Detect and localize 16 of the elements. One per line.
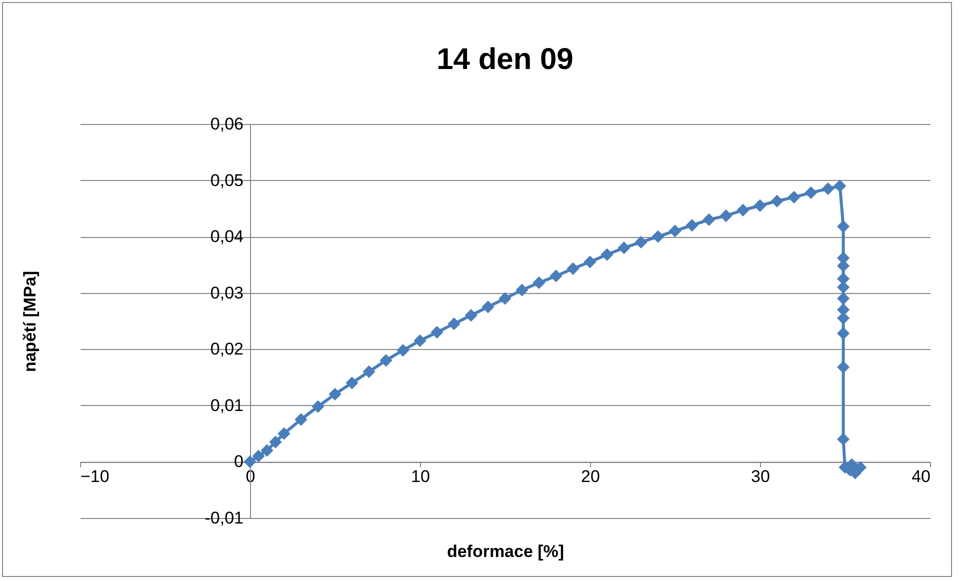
chart-title: 14 den 09 xyxy=(436,43,574,76)
y-tick-label: 0,04 xyxy=(210,227,244,246)
x-tick-label: −10 xyxy=(80,467,110,486)
x-tick-label: 30 xyxy=(751,467,770,486)
x-tick-label: 20 xyxy=(581,467,600,486)
y-tick-label: 0,01 xyxy=(210,396,244,415)
x-axis-title: deformace [%] xyxy=(446,542,564,562)
x-tick-label: 10 xyxy=(411,467,430,486)
x-tick-label: 40 xyxy=(912,467,930,486)
y-tick-label: 0,03 xyxy=(210,283,244,302)
y-tick-label: 0,06 xyxy=(210,114,244,134)
y-tick-label: 0 xyxy=(234,452,244,472)
y-tick-label: 0,05 xyxy=(210,170,244,190)
y-tick-label: 0,02 xyxy=(210,340,244,359)
y-tick-label: -0,01 xyxy=(204,508,244,528)
y-axis-title: napětí [MPa] xyxy=(20,270,40,372)
